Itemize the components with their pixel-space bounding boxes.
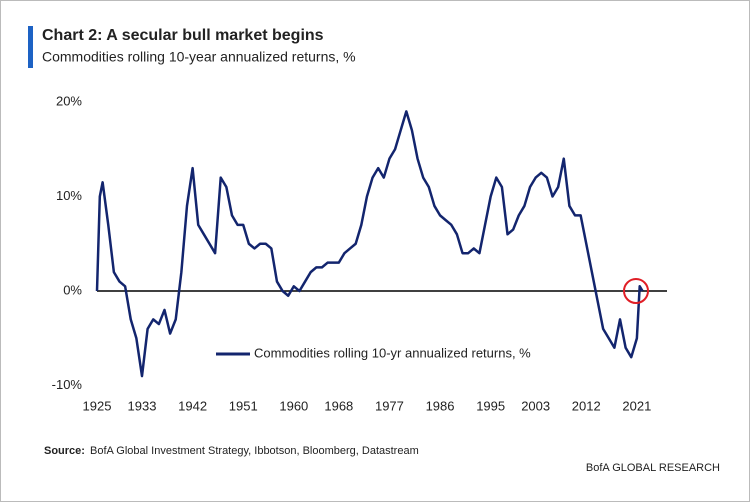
- source-label: Source:: [44, 445, 85, 457]
- chart-subtitle: Commodities rolling 10-year annualized r…: [42, 49, 356, 65]
- footer: BofA GLOBAL RESEARCH: [586, 462, 720, 474]
- x-tick-label: 1960: [279, 398, 308, 413]
- chart-title: Chart 2: A secular bull market begins: [42, 27, 324, 44]
- y-tick-label: 20%: [56, 93, 82, 108]
- x-tick-label: 1933: [128, 398, 157, 413]
- highlight-circle: [623, 278, 649, 304]
- y-tick-label: 0%: [63, 282, 82, 297]
- x-tick-label: 2021: [622, 398, 651, 413]
- x-tick-label: 1977: [375, 398, 404, 413]
- x-tick-label: 1942: [178, 398, 207, 413]
- source: BofA Global Investment Strategy, Ibbotso…: [90, 445, 419, 457]
- x-tick-label: 1986: [426, 398, 455, 413]
- x-tick-label: 1968: [324, 398, 353, 413]
- x-tick-label: 2003: [521, 398, 550, 413]
- y-tick-label: 10%: [56, 188, 82, 203]
- x-tick-label: 1925: [83, 398, 112, 413]
- x-tick-label: 2012: [572, 398, 601, 413]
- legend-label: Commodities rolling 10-yr annualized ret…: [254, 345, 531, 360]
- y-tick-label: -10%: [52, 377, 83, 392]
- x-tick-label: 1995: [476, 398, 505, 413]
- x-tick-label: 1951: [229, 398, 258, 413]
- title-bar: [28, 26, 33, 68]
- data-line: [95, 110, 644, 378]
